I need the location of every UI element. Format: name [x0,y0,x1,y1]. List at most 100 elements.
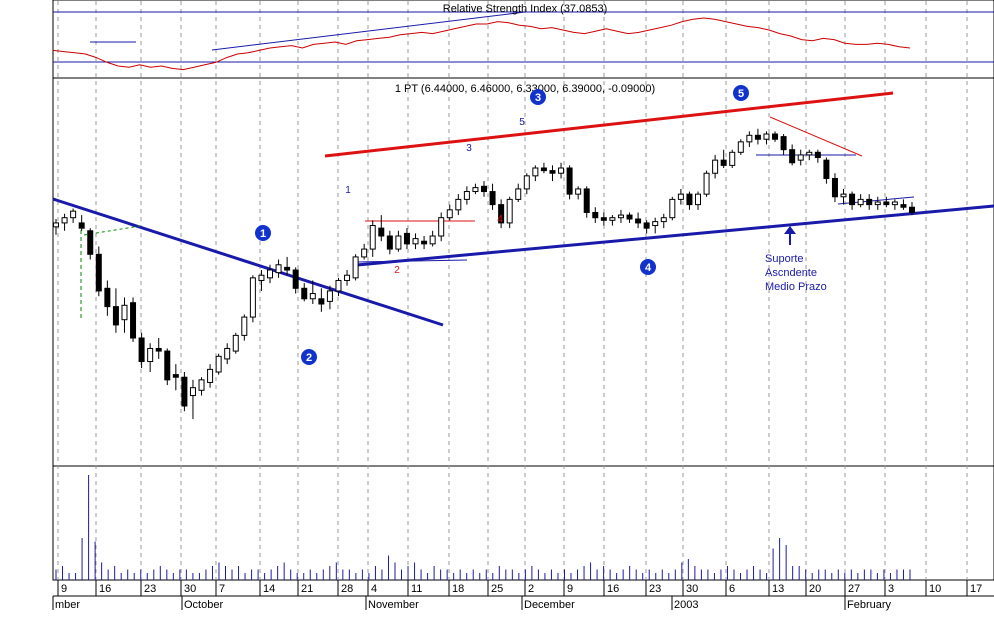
candle [481,181,487,197]
price-panel: 1 PT (6.44000, 6.46000, 6.33000, 6.39000… [52,83,994,420]
candle [386,230,393,255]
candle [147,343,154,372]
candle [720,149,727,168]
candle [104,280,111,316]
x-tick-label: 16 [99,583,111,595]
x-tick-label: 30 [184,583,196,595]
candle [455,194,462,216]
candle [207,364,214,388]
candle [575,186,582,200]
marker-5: 5 [733,85,749,101]
x-tick-label: 28 [341,583,353,595]
candle [840,188,847,205]
wave-label-blue-5: 5 [519,117,525,128]
channel-top-line [324,91,894,158]
candles [53,128,915,420]
candle [309,280,316,304]
candle [712,154,719,179]
x-tick-label: 30 [686,583,698,595]
candle [635,212,642,229]
x-tick-label: 2 [528,583,534,595]
candle [326,285,333,310]
wave-label-blue-1: 1 [345,185,351,196]
candle [540,162,547,174]
wave-label-red-2: 2 [394,265,400,276]
candle [891,199,898,210]
candle [155,338,162,359]
support-arrow-icon [784,226,796,245]
x-month-label: mber [55,599,80,611]
x-tick-label: 3 [888,583,894,595]
candle [857,194,864,208]
candle [121,297,128,333]
x-tick-label: 9 [567,583,573,595]
candle [215,353,222,375]
rsi-trendline-2 [211,11,526,51]
x-tick-label: 18 [452,583,464,595]
x-tick-label: 13 [772,583,784,595]
candle [686,191,693,210]
candle [232,332,239,354]
svg-text:2: 2 [306,352,312,364]
candle [763,131,770,145]
price-panel-frame [52,77,994,467]
x-month-label: 2003 [674,599,698,611]
candle [412,233,419,250]
candle [301,283,308,302]
x-axis: 9 16 23 30 7 14 21 28 4 11 18 25 2 9 16 23 30 6 13 20 27 3 10 1… [52,580,994,611]
candle [600,212,607,226]
x-month-label: November [368,599,419,611]
candle [660,213,667,229]
candle [831,173,838,202]
marker-1: 1 [255,225,271,241]
candle [498,199,505,229]
candle [438,212,445,242]
candle [267,264,273,284]
candle [258,270,265,291]
x-tick-label: 16 [607,583,619,595]
x-tick-label: 14 [263,583,275,595]
candle [695,191,701,210]
candle [95,246,102,297]
candle [677,188,684,205]
candle [53,219,59,235]
svg-text:5: 5 [738,88,744,100]
candle [609,215,616,226]
x-tick-label: 25 [491,583,503,595]
rsi-line [52,17,911,71]
candle [112,288,119,333]
support-label-line-2: Ascndente [765,267,817,279]
candle [318,288,325,312]
candle [378,215,385,242]
x-tick-label: 4 [371,583,377,595]
candle [566,165,573,200]
candle [669,196,676,221]
candle [181,372,188,412]
candle [558,162,565,179]
candle [866,194,873,210]
candle [395,230,402,252]
wave-label-blue-3: 3 [466,143,472,154]
candle [703,170,710,197]
candle [241,314,248,341]
candle [446,204,453,221]
candle [61,213,68,231]
candle [737,139,744,155]
candle [403,228,410,250]
candle [754,128,761,145]
candle [472,183,479,195]
candle [823,157,830,184]
candle [583,186,590,218]
candle [523,173,530,195]
candle [172,364,179,391]
candle [87,228,94,260]
candle [515,183,522,202]
candle [489,183,496,210]
candle [772,131,779,142]
candle [506,196,513,229]
marker-3: 3 [530,89,546,105]
svg-text:3: 3 [535,92,541,104]
rsi-title: Relative Strength Index (37.0853) [443,3,608,15]
candle [164,348,171,386]
